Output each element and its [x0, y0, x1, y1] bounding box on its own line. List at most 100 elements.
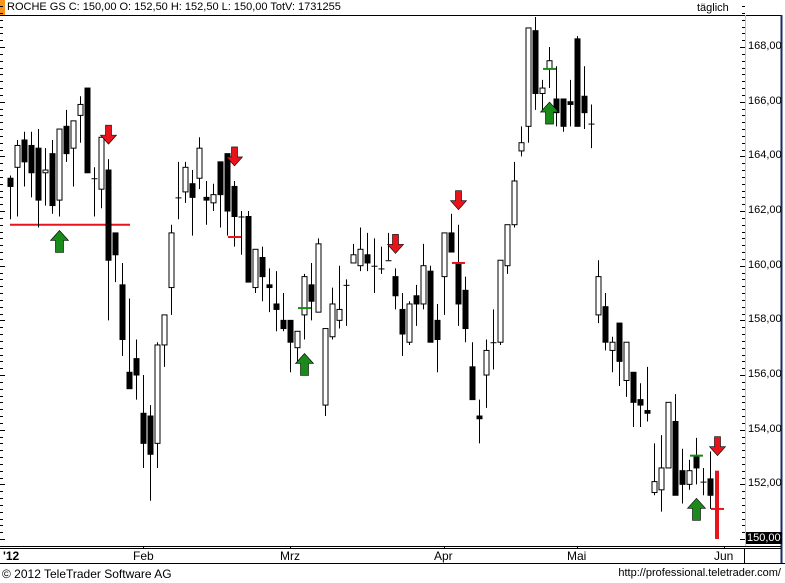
candle	[595, 260, 602, 324]
candle-body	[77, 103, 84, 116]
sell-signal-arrow-icon	[225, 146, 244, 167]
candle-body	[434, 319, 441, 340]
candle	[280, 293, 287, 332]
candle	[574, 36, 581, 127]
candle-body	[252, 248, 259, 289]
instrument-header: ROCHE GS C: 150,00 O: 152,50 H: 152,50 L…	[7, 1, 341, 13]
candle	[238, 211, 245, 255]
candle-body	[686, 470, 693, 485]
time-axis-label: Mai	[567, 549, 587, 563]
price-axis-label: 158,00	[748, 313, 782, 326]
candle-body	[595, 276, 602, 316]
candle	[161, 314, 168, 367]
candle-body	[140, 412, 147, 444]
price-axis-label: 152,00	[748, 477, 782, 490]
candle-body	[42, 169, 49, 174]
price-axis-label: 154,00	[748, 422, 782, 435]
candle	[644, 366, 651, 422]
candle	[553, 66, 560, 127]
candle	[511, 161, 518, 228]
candle	[308, 262, 315, 321]
candle-body	[462, 289, 469, 330]
sell-signal-arrow-icon	[386, 234, 405, 254]
candle-body	[231, 185, 238, 218]
candle	[77, 96, 84, 143]
price-axis-label: 150,00	[746, 532, 782, 544]
candle-body	[399, 308, 406, 335]
candle-body	[357, 248, 364, 267]
candle-body	[630, 371, 637, 403]
candle	[413, 284, 420, 326]
candle	[14, 139, 21, 217]
source-url[interactable]: http://professional.teletrader.com/	[618, 567, 781, 579]
candle-body	[672, 420, 679, 496]
candle-body	[532, 30, 539, 95]
period-selector[interactable]: täglich	[697, 2, 729, 14]
candle	[679, 448, 686, 504]
copyright: © 2012 TeleTrader Software AG	[2, 567, 172, 581]
candle-body	[259, 257, 266, 278]
candle-body	[644, 410, 651, 414]
candle-body	[707, 478, 714, 496]
price-axis-label: 160,00	[748, 258, 782, 271]
candle	[525, 27, 532, 143]
candle	[560, 98, 567, 132]
candle-body	[182, 166, 189, 193]
candle	[672, 394, 679, 496]
candle-body	[35, 147, 42, 201]
candle	[420, 243, 427, 310]
candle	[364, 232, 371, 272]
candle	[385, 232, 392, 262]
candle-body	[511, 180, 518, 226]
candle	[21, 131, 28, 187]
candle	[175, 161, 182, 220]
candle	[245, 211, 252, 283]
candle	[658, 435, 665, 512]
candle-body	[294, 330, 301, 349]
candle-body	[469, 366, 476, 401]
candle	[217, 161, 224, 228]
candle-body	[196, 147, 203, 179]
candle	[301, 273, 308, 340]
candle-body	[49, 153, 56, 207]
candle	[49, 139, 56, 214]
candle	[147, 405, 154, 501]
candle	[700, 467, 707, 496]
candle-body	[147, 415, 154, 455]
candle	[196, 137, 203, 190]
time-axis-label: Jun	[714, 549, 734, 563]
candle	[399, 293, 406, 356]
candle-body	[189, 183, 196, 198]
candle	[567, 79, 574, 127]
candle	[686, 459, 693, 490]
candle	[315, 238, 322, 313]
candle	[266, 268, 273, 313]
candle-body	[441, 232, 448, 278]
candle	[546, 47, 553, 89]
candle-body	[301, 276, 308, 316]
candle	[63, 109, 70, 162]
candle-body	[28, 144, 35, 174]
candle	[182, 161, 189, 203]
candle	[637, 383, 644, 427]
candle	[455, 224, 462, 326]
sell-signal-arrow-icon	[99, 124, 118, 145]
candle	[231, 180, 238, 247]
candle-body	[119, 284, 126, 340]
buy-signal-arrow-icon	[49, 230, 70, 253]
candle-body	[420, 265, 427, 305]
candle	[210, 183, 217, 212]
candle	[119, 262, 126, 356]
candle	[343, 279, 350, 326]
candle	[42, 148, 49, 206]
candle	[715, 470, 719, 539]
candle	[154, 342, 161, 468]
time-axis-label: Mrz	[280, 549, 300, 563]
candle-body	[98, 136, 105, 190]
candle-body	[308, 284, 315, 302]
candle	[665, 401, 672, 469]
candle	[581, 66, 588, 130]
candle	[224, 153, 231, 236]
candle-body	[245, 216, 252, 283]
